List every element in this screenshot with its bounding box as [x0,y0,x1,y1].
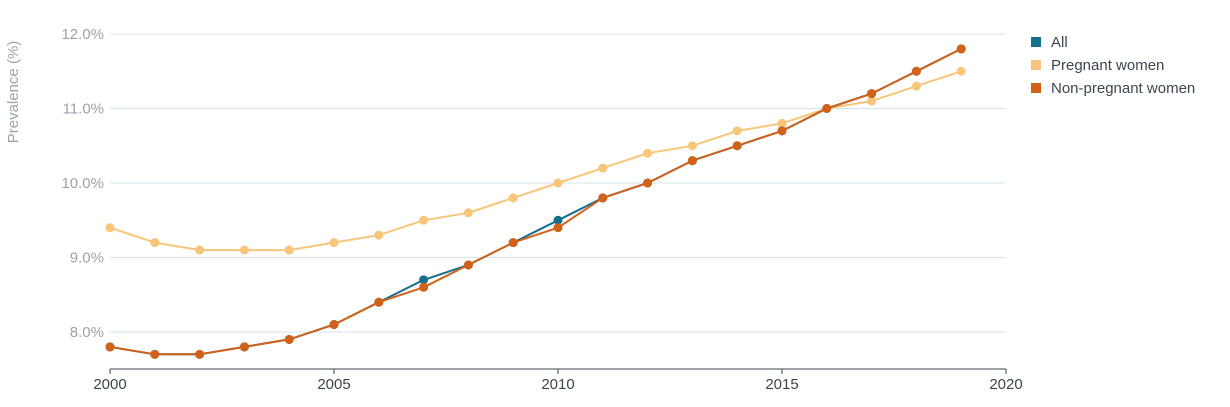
data-point[interactable] [956,44,966,54]
y-tick-label: 8.0% [70,324,104,341]
data-point[interactable] [911,66,921,76]
data-point[interactable] [732,126,742,136]
data-point[interactable] [598,163,608,173]
legend-label: All [1051,34,1068,51]
x-tick-label: 2020 [989,376,1022,393]
legend-swatch [1031,83,1041,93]
series-all [105,44,966,359]
x-tick-label: 2005 [317,376,350,393]
y-axis-title: Prevalence (%) [5,41,22,144]
data-point[interactable] [239,245,249,255]
data-point[interactable] [867,89,877,99]
data-point[interactable] [239,342,249,352]
data-point[interactable] [911,81,921,91]
data-point[interactable] [643,178,653,188]
data-point[interactable] [329,238,339,248]
data-point[interactable] [777,118,787,128]
data-point[interactable] [374,297,384,307]
data-point[interactable] [777,126,787,136]
y-tick-label: 10.0% [61,175,104,192]
y-tick-label: 11.0% [63,101,104,118]
legend-swatch [1031,37,1041,47]
series-line [109,48,962,356]
data-point[interactable] [553,178,563,188]
data-point[interactable] [195,245,205,255]
x-tick-label: 2000 [93,376,126,393]
series-pregnant-women [105,66,966,255]
data-point[interactable] [419,275,429,285]
series-line [109,48,962,356]
x-tick-label: 2015 [765,376,798,393]
data-point[interactable] [463,208,473,218]
legend-item[interactable]: All [1031,34,1068,51]
data-point[interactable] [105,342,115,352]
data-point[interactable] [687,156,697,166]
data-point[interactable] [284,245,294,255]
legend[interactable]: All Pregnant women Non-pregnant women [1031,34,1195,97]
data-point[interactable] [105,223,115,233]
data-point[interactable] [463,260,473,270]
data-point[interactable] [419,282,429,292]
data-point[interactable] [687,141,697,151]
data-point[interactable] [822,104,832,113]
axes: 8.0% 9.0% 10.0% 11.0% 12.0% 2000 2005 2010 2015 2… [61,26,1022,393]
series-line [109,70,962,252]
x-tick-label: 2010 [541,376,574,393]
data-point[interactable] [150,238,160,248]
data-point[interactable] [508,238,518,248]
data-point[interactable] [598,193,608,203]
legend-swatch [1031,60,1041,70]
data-point[interactable] [956,66,966,76]
y-tick-label: 12.0% [61,26,104,43]
y-tick-label: 9.0% [70,250,104,267]
data-point[interactable] [867,96,877,106]
data-point[interactable] [329,320,339,330]
legend-label: Pregnant women [1051,57,1164,74]
data-point[interactable] [553,215,563,225]
data-point[interactable] [732,141,742,151]
legend-label: Non-pregnant women [1051,80,1195,97]
data-point[interactable] [374,230,384,240]
data-point[interactable] [508,193,518,203]
data-point[interactable] [195,349,205,359]
legend-item[interactable]: Pregnant women [1031,57,1164,74]
data-point[interactable] [643,148,653,158]
data-point[interactable] [284,334,294,344]
data-point[interactable] [419,215,429,225]
data-point[interactable] [150,349,160,359]
series-non-pregnant-women [105,44,966,359]
legend-item[interactable]: Non-pregnant women [1031,80,1195,97]
series-lines [105,44,966,359]
data-point[interactable] [553,223,563,233]
